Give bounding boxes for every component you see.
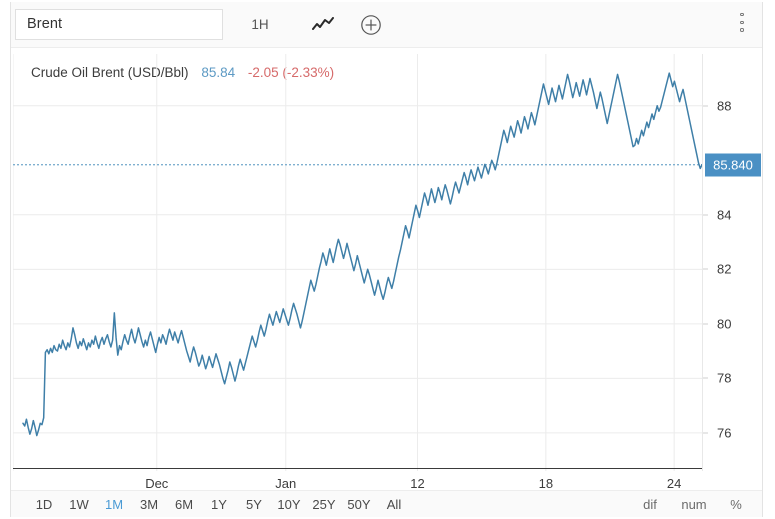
chart-widget: Brent 1H Crude Oil Brent (USD/Bbl) 85.84… bbox=[10, 2, 763, 517]
legend-last-price: 85.84 bbox=[201, 65, 236, 80]
range-button-3m[interactable]: 3M bbox=[139, 497, 159, 512]
range-button-1d[interactable]: 1D bbox=[35, 497, 53, 512]
range-button-10y[interactable]: 10Y bbox=[277, 497, 301, 512]
y-tick-mark bbox=[703, 214, 708, 216]
mode-button-num[interactable]: num bbox=[681, 497, 707, 512]
kebab-dot-2 bbox=[740, 20, 744, 24]
timeframe-button[interactable]: 1H bbox=[251, 17, 269, 32]
range-button-1y[interactable]: 1Y bbox=[211, 497, 227, 512]
price-series-line bbox=[22, 72, 702, 437]
range-button-5y[interactable]: 5Y bbox=[246, 497, 262, 512]
range-button-all[interactable]: All bbox=[386, 497, 402, 512]
chart-plot-area[interactable] bbox=[13, 54, 702, 471]
y-tick-label: 80 bbox=[717, 316, 732, 332]
y-axis[interactable]: 88 84 82 80 78 76 85.840 bbox=[702, 54, 763, 471]
symbol-search-input[interactable]: Brent bbox=[27, 16, 63, 32]
chart-legend: Crude Oil Brent (USD/Bbl) 85.84 -2.05 (-… bbox=[31, 65, 334, 80]
mode-button-percent[interactable]: % bbox=[730, 497, 742, 512]
kebab-menu-icon[interactable] bbox=[732, 13, 752, 39]
y-tick-label: 82 bbox=[717, 261, 732, 277]
y-tick-mark bbox=[703, 268, 708, 270]
y-tick-label: 76 bbox=[717, 425, 732, 441]
symbol-search-box[interactable]: Brent bbox=[15, 9, 223, 40]
bottom-toolbar: 1D 1W 1M 3M 6M 1Y 5Y 10Y 25Y 50Y All% num dif bbox=[11, 490, 762, 517]
x-tick-label: 24 bbox=[666, 476, 682, 491]
y-tick-mark bbox=[703, 377, 708, 379]
range-button-25y[interactable]: 25Y bbox=[312, 497, 336, 512]
y-tick-label: 78 bbox=[717, 370, 732, 386]
circle-plus-icon[interactable] bbox=[349, 2, 393, 48]
kebab-dot-3 bbox=[740, 28, 744, 32]
legend-instrument-name: Crude Oil Brent (USD/Bbl) bbox=[31, 65, 189, 80]
y-tick-mark bbox=[703, 105, 708, 107]
price-line-svg bbox=[13, 54, 702, 471]
y-tick-label: 84 bbox=[717, 207, 732, 223]
x-tick-label: 12 bbox=[410, 476, 425, 491]
range-button-1w[interactable]: 1W bbox=[69, 497, 89, 512]
x-tick-label: Dec bbox=[145, 476, 169, 491]
legend-change: -2.05 (-2.33%) bbox=[247, 65, 335, 80]
y-tick-label: 88 bbox=[717, 98, 732, 114]
x-axis[interactable]: Dec Jan 12 18 24 bbox=[13, 468, 702, 495]
y-tick-mark bbox=[703, 323, 708, 325]
range-button-6m[interactable]: 6M bbox=[174, 497, 194, 512]
current-price-badge: 85.840 bbox=[705, 153, 761, 177]
y-tick-mark bbox=[703, 432, 708, 434]
mode-button-dif[interactable]: dif bbox=[643, 497, 657, 512]
x-tick-label: 18 bbox=[538, 476, 554, 491]
range-button-1m[interactable]: 1M bbox=[104, 497, 124, 512]
kebab-dot-1 bbox=[740, 13, 744, 17]
x-tick-label: Jan bbox=[275, 476, 297, 491]
top-toolbar: Brent 1H bbox=[11, 2, 762, 48]
line-chart-icon[interactable] bbox=[301, 2, 345, 48]
range-button-50y[interactable]: 50Y bbox=[347, 497, 371, 512]
